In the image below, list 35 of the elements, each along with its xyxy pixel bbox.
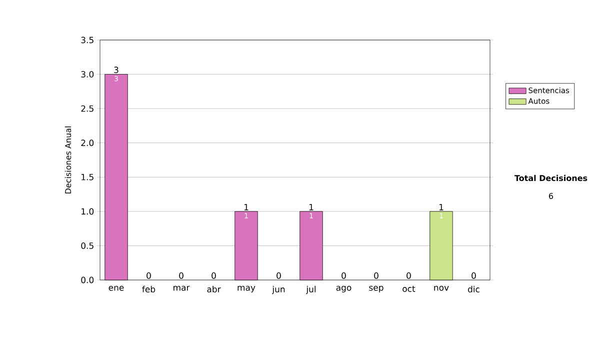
- x-tick-label: may: [238, 286, 256, 292]
- total-label: 0: [212, 272, 216, 279]
- y-tick-label: 2.0: [81, 140, 94, 146]
- x-tick-label: ago: [336, 286, 352, 292]
- y-tick-label: 1.0: [82, 208, 94, 215]
- x-tick-label: sep: [369, 286, 384, 292]
- total-label: 1: [309, 204, 314, 210]
- x-tick-label: feb: [142, 286, 156, 292]
- total-label: 0: [406, 272, 411, 279]
- x-tick-label: ene: [108, 286, 124, 291]
- x-tick-label: dic: [468, 286, 480, 292]
- y-tick-label: 0.5: [81, 242, 94, 249]
- total-label: 0: [179, 272, 184, 279]
- y-axis-title: Decisiones Anual: [64, 126, 72, 194]
- y-tick-label: 2.5: [81, 105, 94, 112]
- total-label: 0: [276, 272, 281, 279]
- total-label: 0: [146, 272, 151, 279]
- x-tick-label: oct: [402, 286, 416, 292]
- total-label: 0: [342, 272, 346, 279]
- text: 6: [549, 192, 554, 200]
- text: Total Decisiones: [514, 174, 588, 182]
- x-tick-label: abr: [207, 286, 221, 292]
- total-label: 1: [244, 204, 248, 210]
- x-tick-label: jun: [272, 286, 285, 294]
- y-tick-label: 1.5: [82, 174, 94, 180]
- x-tick-label: nov: [434, 286, 449, 291]
- total-label: 0: [472, 272, 476, 279]
- y-tick-label: 3.0: [81, 71, 94, 78]
- total-label: 3: [114, 66, 118, 74]
- x-tick-label: mar: [174, 286, 190, 291]
- total-label: 0: [374, 272, 378, 279]
- total-label: 1: [439, 204, 444, 210]
- x-tick-label: jul: [306, 286, 316, 294]
- y-tick-label: 3.5: [81, 36, 94, 44]
- y-tick-label: 0.0: [81, 276, 94, 284]
